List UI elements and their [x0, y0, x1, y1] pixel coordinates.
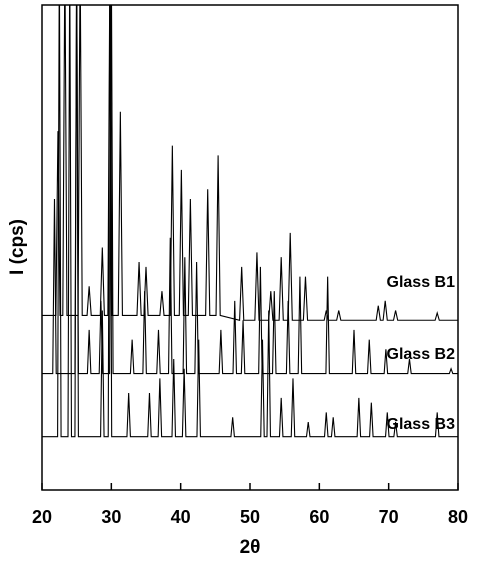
x-tick-label: 40: [171, 507, 191, 527]
y-axis-label: I (cps): [7, 219, 28, 275]
x-tick-label: 80: [448, 507, 468, 527]
trace: [42, 5, 458, 321]
series-label: Glass B3: [387, 416, 456, 433]
trace: [42, 5, 458, 375]
x-axis-label: 2θ: [240, 537, 261, 558]
x-tick-label: 60: [309, 507, 329, 527]
x-tick-label: 70: [379, 507, 399, 527]
series-label: Glass B1: [387, 274, 456, 291]
traces: [42, 5, 458, 438]
trace: [42, 5, 458, 438]
x-tick-label: 50: [240, 507, 260, 527]
x-tick-label: 20: [32, 507, 52, 527]
series-label: Glass B2: [387, 346, 456, 363]
x-tick-label: 30: [101, 507, 121, 527]
